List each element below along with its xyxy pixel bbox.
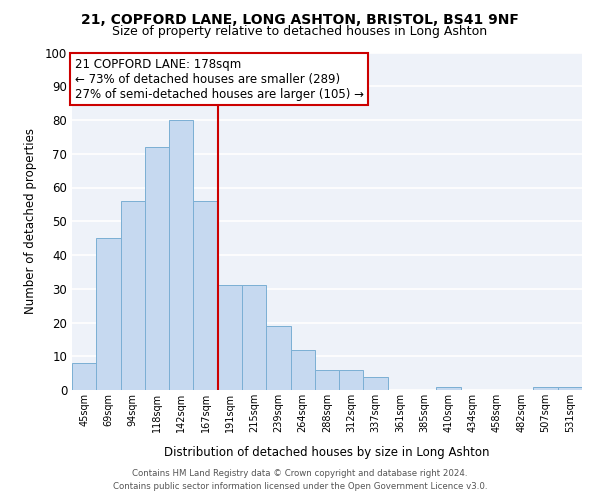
Bar — [96, 238, 121, 390]
Bar — [315, 370, 339, 390]
Bar — [72, 363, 96, 390]
Text: 21 COPFORD LANE: 178sqm
← 73% of detached houses are smaller (289)
27% of semi-d: 21 COPFORD LANE: 178sqm ← 73% of detache… — [74, 58, 364, 100]
X-axis label: Distribution of detached houses by size in Long Ashton: Distribution of detached houses by size … — [164, 446, 490, 459]
Bar — [436, 386, 461, 390]
Bar — [145, 147, 169, 390]
Text: 21, COPFORD LANE, LONG ASHTON, BRISTOL, BS41 9NF: 21, COPFORD LANE, LONG ASHTON, BRISTOL, … — [81, 12, 519, 26]
Bar — [364, 376, 388, 390]
Bar — [121, 201, 145, 390]
Bar — [242, 286, 266, 390]
Text: Contains HM Land Registry data © Crown copyright and database right 2024.
Contai: Contains HM Land Registry data © Crown c… — [113, 470, 487, 491]
Bar — [266, 326, 290, 390]
Bar — [218, 286, 242, 390]
Bar — [533, 386, 558, 390]
Text: Size of property relative to detached houses in Long Ashton: Size of property relative to detached ho… — [112, 25, 488, 38]
Bar — [169, 120, 193, 390]
Bar — [193, 201, 218, 390]
Bar — [339, 370, 364, 390]
Y-axis label: Number of detached properties: Number of detached properties — [23, 128, 37, 314]
Bar — [558, 386, 582, 390]
Bar — [290, 350, 315, 390]
